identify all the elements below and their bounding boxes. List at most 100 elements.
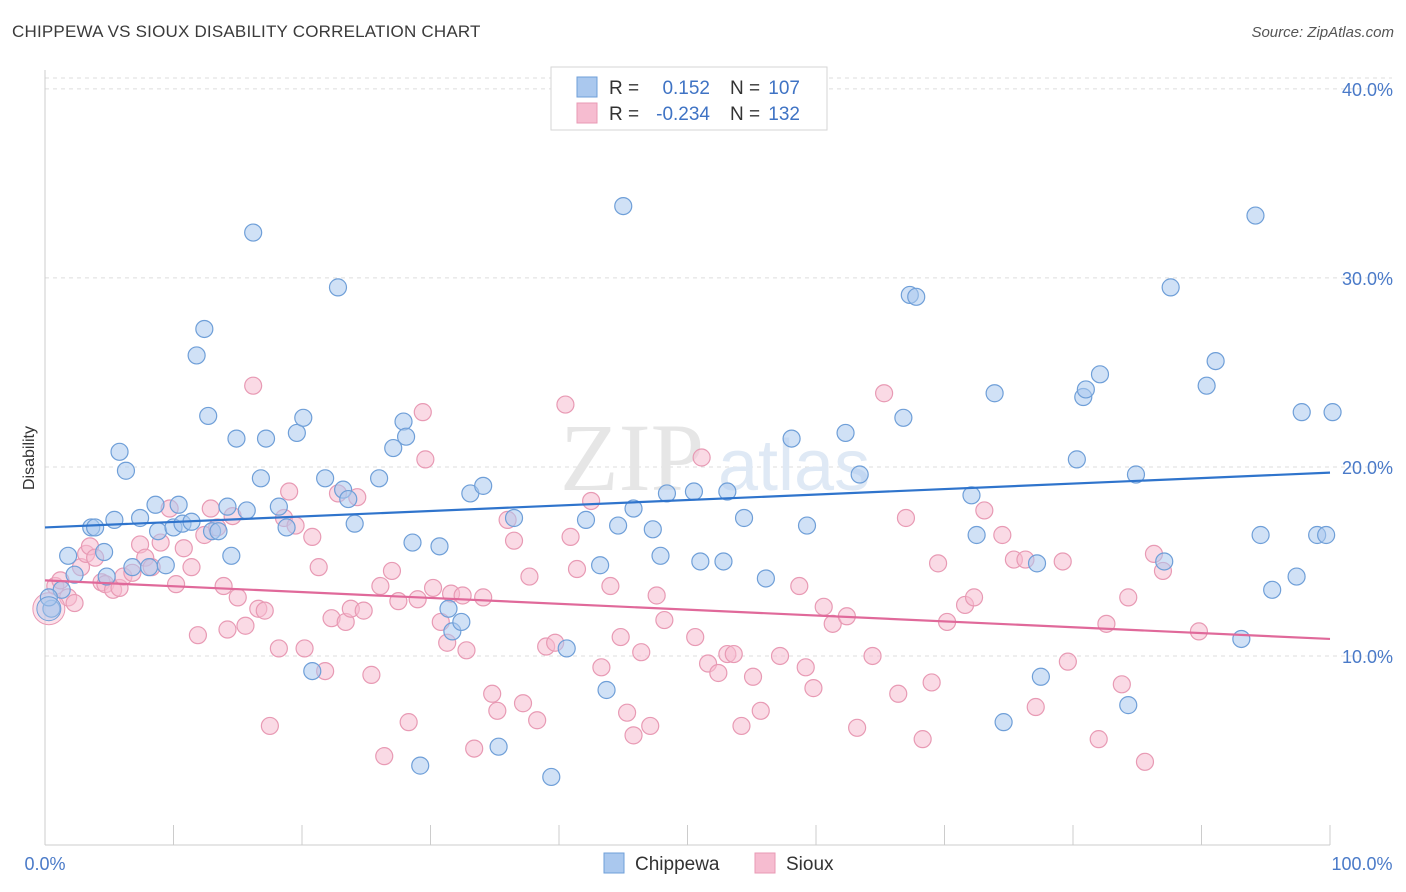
chippewa-point — [643, 520, 662, 539]
chippewa-point — [303, 661, 322, 681]
stats-legend: R = 0.152 N = 107 R = -0.234 N = 132 — [550, 66, 828, 131]
chippewa-point — [657, 484, 677, 503]
chippewa-points — [36, 196, 1342, 787]
chippewa-point — [294, 408, 313, 427]
chippewa-point — [195, 319, 214, 339]
chippewa-point — [962, 486, 981, 505]
sioux-trend-line — [44, 579, 1331, 641]
chippewa-point — [277, 518, 296, 537]
chippewa-point — [836, 423, 855, 443]
chippewa-point — [97, 567, 116, 586]
sioux-point — [751, 701, 770, 720]
sioux-point — [848, 718, 867, 737]
chippewa-point — [316, 469, 335, 488]
chippewa-point — [1076, 380, 1095, 399]
sioux-point — [413, 403, 432, 422]
chippewa-point — [139, 558, 159, 577]
grid-lines — [45, 77, 1392, 657]
sioux-point — [488, 701, 507, 720]
sioux-point — [770, 646, 790, 666]
chippewa-point — [1292, 403, 1311, 422]
chippewa-point — [597, 680, 616, 700]
chippewa-point — [489, 737, 508, 756]
sioux-point — [520, 567, 539, 586]
sioux-point — [647, 586, 666, 605]
sioux-r-label: R = — [609, 104, 639, 125]
sioux-point — [964, 588, 984, 607]
chippewa-point — [169, 495, 188, 514]
chippewa-point — [394, 412, 413, 431]
chippewa-point — [1251, 525, 1270, 545]
chippewa-point — [474, 476, 493, 495]
chippewa-point — [148, 522, 168, 541]
chippewa-point — [95, 542, 114, 562]
sioux-point — [732, 716, 751, 736]
sioux-point — [1112, 675, 1131, 694]
sioux-n-value: 132 — [768, 104, 800, 125]
sioux-point — [896, 508, 916, 528]
chippewa-point — [1126, 465, 1146, 484]
chippewa-point — [287, 423, 306, 443]
legend-sioux-label: Sioux — [786, 854, 834, 875]
sioux-point — [1053, 552, 1072, 571]
sioux-point — [889, 684, 908, 703]
sioux-point — [632, 643, 651, 662]
chippewa-point — [116, 461, 136, 480]
chippewa-point — [1197, 376, 1216, 395]
x-tick-label-max: 100.0% — [1331, 854, 1392, 874]
chippewa-point — [439, 599, 458, 618]
sioux-point — [1058, 652, 1077, 671]
chippewa-point — [504, 508, 524, 528]
sioux-point — [601, 576, 620, 596]
y-tick-label: 20.0% — [1342, 458, 1393, 478]
trend-lines — [44, 471, 1331, 641]
chippewa-point — [146, 495, 165, 514]
sioux-point — [280, 482, 299, 501]
sioux-point — [260, 716, 279, 736]
sioux-point — [457, 641, 476, 660]
chippewa-point — [328, 278, 348, 297]
sioux-point — [724, 644, 743, 664]
sioux-point — [875, 384, 894, 403]
sioux-point — [382, 561, 402, 581]
sioux-r-value: -0.234 — [656, 104, 710, 125]
sioux-point — [375, 747, 394, 766]
sioux-point — [913, 730, 932, 749]
chippewa-point — [36, 596, 62, 622]
sioux-point — [618, 703, 637, 722]
sioux-point — [561, 527, 580, 546]
chippewa-point — [244, 223, 263, 242]
y-tick-label: 10.0% — [1342, 647, 1393, 667]
series-legend: Chippewa Sioux — [603, 852, 834, 875]
chippewa-point — [411, 756, 430, 775]
sioux-point — [641, 716, 660, 736]
sioux-point — [1119, 588, 1138, 607]
sioux-point — [255, 601, 274, 620]
sioux-point — [269, 639, 288, 658]
sioux-point — [790, 576, 809, 596]
chart-title: CHIPPEWA VS SIOUX DISABILITY CORRELATION… — [12, 22, 481, 41]
y-tick-labels: 10.0% 20.0% 30.0% 40.0% — [1342, 80, 1393, 667]
chippewa-point — [718, 482, 737, 501]
chippewa-point — [684, 482, 704, 501]
chippewa-n-value: 107 — [768, 78, 800, 99]
sioux-point — [928, 554, 948, 573]
sioux-point — [655, 610, 674, 630]
chippewa-n-label: N = — [730, 78, 760, 99]
chippewa-point — [1031, 667, 1050, 686]
chippewa-point — [609, 516, 628, 535]
chippewa-point — [894, 408, 913, 427]
chippewa-point — [850, 465, 869, 484]
sioux-point — [567, 559, 587, 579]
chippewa-point — [1206, 351, 1225, 371]
chippewa-point — [1246, 206, 1265, 225]
y-axis-title: Disability — [21, 426, 38, 490]
chippewa-point — [1161, 278, 1180, 297]
chippewa-trend-line — [44, 471, 1331, 529]
sioux-point — [399, 713, 418, 732]
chippewa-point — [691, 552, 710, 571]
sioux-point — [218, 620, 237, 639]
sioux-point — [303, 527, 322, 546]
sioux-point — [166, 575, 186, 594]
chippewa-point — [396, 427, 416, 446]
